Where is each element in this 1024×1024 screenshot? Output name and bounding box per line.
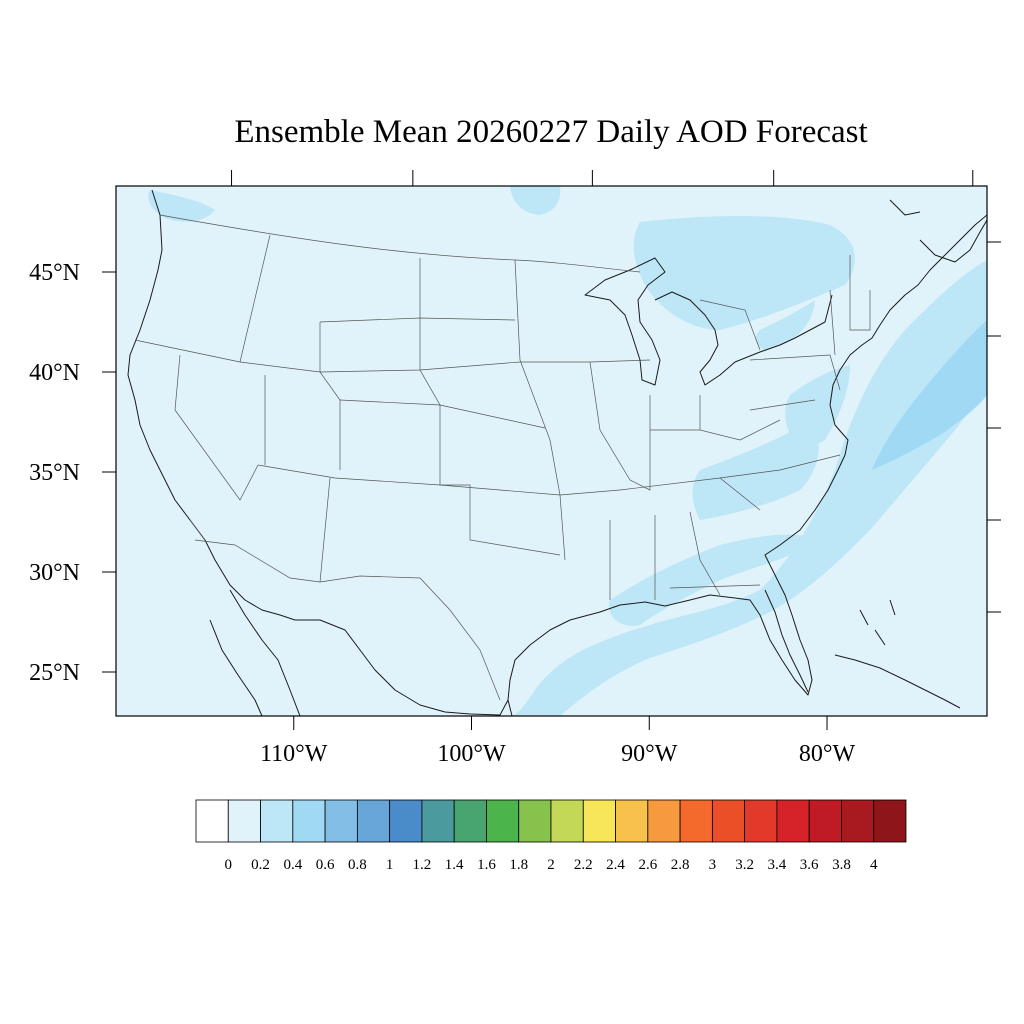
lake-michigan-outline [654, 291, 833, 386]
lat-label: 45°N [29, 260, 80, 286]
aod-plume-georgia [692, 420, 819, 520]
lon-label: 100°W [437, 741, 506, 767]
border-plains [319, 317, 561, 583]
aod-plume-gulf-southeast [609, 534, 820, 626]
colorbar-label: 2.2 [574, 857, 593, 873]
colorbar-label: 1.6 [477, 857, 496, 873]
colorbar [195, 799, 907, 843]
colorbar-swatch [647, 799, 681, 843]
colorbar-swatch [615, 799, 649, 843]
colorbar-swatch [873, 799, 907, 843]
colorbar-label: 2.6 [638, 857, 657, 873]
canada-maritimes-outline [889, 199, 987, 263]
colorbar-swatch [195, 799, 229, 843]
colorbar-label: 2 [547, 857, 555, 873]
longitude-labels: 110°W 100°W 90°W 80°W [260, 741, 855, 767]
figure-title: Ensemble Mean 20260227 Daily AOD Forecas… [234, 114, 867, 150]
aod-contour-plumes [148, 186, 987, 716]
colorbar-label: 1.4 [445, 857, 464, 873]
florida-peninsula [764, 589, 809, 693]
colorbar-swatch [550, 799, 584, 843]
mexico-gulf-coast [507, 699, 513, 716]
colorbar-label: 0.8 [348, 857, 367, 873]
bahamas-outline [859, 599, 896, 646]
colorbar-swatch [356, 799, 391, 843]
colorbar-swatch [486, 799, 520, 843]
state-borders [134, 214, 871, 701]
lat-label: 30°N [29, 560, 80, 586]
colorbar-label: 3.8 [832, 857, 851, 873]
lat-label: 25°N [29, 660, 80, 686]
colorbar-swatch [808, 799, 842, 843]
colorbar-swatch [227, 799, 261, 843]
colorbar-label: 0.2 [251, 857, 270, 873]
aod-plume-canada-north [633, 216, 855, 330]
lon-label: 90°W [621, 741, 678, 767]
colorbar-label: 3.4 [768, 857, 787, 873]
colorbar-label: 4 [870, 857, 878, 873]
colorbar-label: 3 [709, 857, 717, 873]
colorbar-label: 1 [386, 857, 394, 873]
border-midwest [589, 299, 781, 491]
aod-plume-great-lakes [755, 300, 815, 350]
mexico-baja-outline [209, 589, 301, 716]
colorbar-label: 0.4 [283, 857, 302, 873]
colorbar-label: 1.8 [509, 857, 528, 873]
colorbar-swatch [421, 799, 455, 843]
colorbar-swatch [776, 799, 810, 843]
lon-label: 110°W [260, 741, 328, 767]
us-mexico-border [194, 539, 501, 701]
colorbar-label: 3.6 [800, 857, 819, 873]
colorbar-swatch [744, 799, 778, 843]
great-lakes-outline [584, 257, 666, 386]
colorbar-swatch [453, 799, 487, 843]
colorbar-labels: 0 0.2 0.4 0.6 0.8 1 1.2 1.4 1.6 1.8 2 2.2 2.4 2.6 2.8 3… [225, 857, 878, 873]
colorbar-swatch [389, 799, 423, 843]
map-ticks [102, 170, 1001, 730]
colorbar-swatch [260, 799, 294, 843]
border-37n [257, 454, 841, 496]
colorbar-swatch [679, 799, 713, 843]
lon-label: 80°W [799, 741, 856, 767]
cuba-outline [834, 654, 961, 709]
border-south [609, 477, 761, 600]
colorbar-label: 1.2 [413, 857, 432, 873]
lat-label: 40°N [29, 360, 80, 386]
colorbar-swatch [841, 799, 875, 843]
lat-label: 35°N [29, 460, 80, 486]
aod-plume-pacific-nw [148, 190, 215, 222]
aod-plume-atlantic-core [872, 320, 987, 470]
colorbar-label: 3.2 [735, 857, 754, 873]
colorbar-label: 2.4 [606, 857, 625, 873]
colorbar-swatch [324, 799, 358, 843]
border-west [174, 354, 266, 541]
colorbar-label: 0.6 [316, 857, 335, 873]
colorbar-swatch [582, 799, 616, 843]
us-canada-border [159, 214, 641, 273]
latitude-labels: 45°N 40°N 35°N 30°N 25°N [29, 260, 80, 686]
colorbar-swatch [711, 799, 746, 843]
aod-plume-atlantic [512, 260, 987, 716]
aod-plume-east-coast [785, 365, 850, 446]
border-rockies [239, 234, 566, 561]
border-northeast [749, 255, 871, 411]
map-frame [115, 185, 988, 717]
map-area [116, 186, 987, 716]
aod-plume-hudson-north [510, 186, 561, 215]
colorbar-swatch [292, 799, 326, 843]
colorbar-label: 0 [225, 857, 233, 873]
colorbar-swatch [518, 799, 552, 843]
colorbar-label: 2.8 [671, 857, 690, 873]
